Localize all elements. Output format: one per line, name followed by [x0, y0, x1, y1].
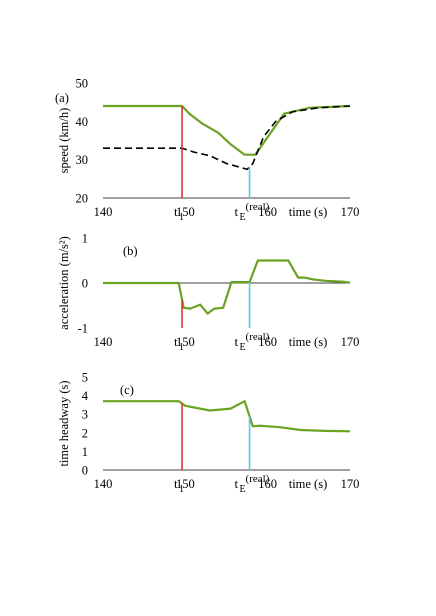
series-line: [103, 104, 351, 156]
event-marker-subscript: E: [240, 212, 246, 223]
y-tick-label: 30: [76, 153, 89, 167]
y-tick-label: 2: [82, 426, 88, 440]
event-marker-label: t: [235, 204, 239, 219]
x-tick-label: 150: [176, 335, 195, 349]
event-marker-label: t: [235, 334, 239, 349]
y-tick-label: 1: [82, 445, 88, 459]
x-tick-label: 160: [258, 477, 277, 491]
panel-label: (a): [55, 91, 69, 105]
y-tick-label: 4: [82, 389, 89, 403]
x-tick-label: 150: [176, 477, 195, 491]
y-axis-title: time headway (s): [57, 380, 71, 466]
x-tick-label: 160: [258, 205, 277, 219]
x-tick-label: 140: [94, 477, 113, 491]
x-tick-label: 140: [94, 335, 113, 349]
y-tick-label: -1: [78, 322, 88, 336]
event-marker-subscript: E: [240, 484, 246, 495]
x-tick-label: 170: [341, 205, 360, 219]
y-tick-label: 5: [82, 371, 88, 385]
event-marker-superscript: (real): [246, 473, 270, 485]
event-marker-subscript: E: [240, 342, 246, 353]
x-axis-title: time (s): [289, 205, 328, 219]
y-axis-title: speed (km/h): [57, 108, 71, 174]
x-tick-label: 160: [258, 335, 277, 349]
panel-label: (b): [123, 244, 138, 258]
x-tick-label: 170: [341, 477, 360, 491]
y-tick-label: 20: [76, 192, 89, 206]
y-tick-label: 0: [82, 277, 88, 291]
series-line: [103, 400, 351, 433]
event-marker-subscript: 1: [179, 212, 184, 223]
y-axis-title: acceleration (m/s²): [57, 236, 71, 330]
x-tick-label: 150: [176, 205, 195, 219]
event-marker-label: t: [174, 334, 178, 349]
y-tick-label: 0: [82, 464, 88, 478]
event-marker-label: t: [174, 476, 178, 491]
y-tick-label: 40: [76, 115, 89, 129]
x-tick-label: 140: [94, 205, 113, 219]
event-marker-label: t: [174, 204, 178, 219]
event-marker-subscript: 1: [179, 342, 184, 353]
event-marker-superscript: (real): [246, 201, 270, 213]
event-marker-label: t: [235, 476, 239, 491]
y-tick-label: 50: [76, 77, 89, 91]
series-line-dashed: [103, 105, 351, 171]
x-axis-title: time (s): [289, 335, 328, 349]
panel-label: (c): [120, 383, 134, 397]
x-axis-title: time (s): [289, 477, 328, 491]
x-tick-label: 170: [341, 335, 360, 349]
event-marker-superscript: (real): [246, 331, 270, 343]
series-line: [103, 259, 351, 315]
event-marker-subscript: 1: [179, 484, 184, 495]
y-tick-label: 3: [82, 408, 88, 422]
y-tick-label: 1: [82, 232, 88, 246]
